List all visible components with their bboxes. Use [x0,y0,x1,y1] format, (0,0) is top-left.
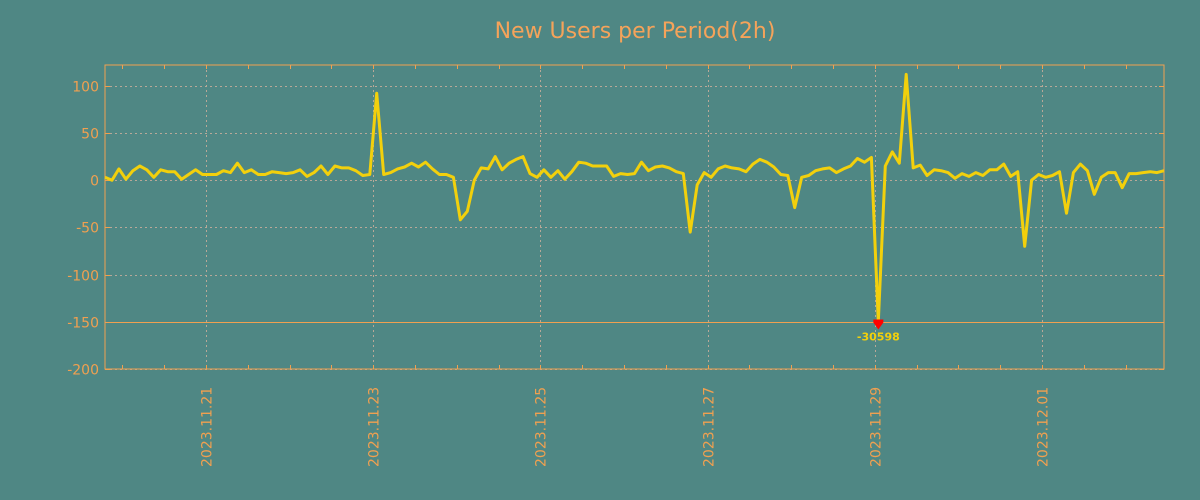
outlier-value-label: -30598 [857,331,900,344]
chart-title: New Users per Period(2h) [495,19,776,44]
series-line-new-users [104,72,1165,324]
x-axis-ticks: 2023.11.21 2023.11.23 2023.11.25 2023.11.27… [200,387,1052,467]
y-tick-label: -100 [67,269,99,285]
y-axis-ticks: 100 50 0 -50 -100 -150 -200 [67,80,99,379]
clip-marker [873,319,884,323]
x-tick-label: 2023.11.21 [200,387,216,467]
y-tick-label: -200 [67,363,99,379]
y-tick-label: -150 [67,316,99,332]
y-tick-label: 100 [72,80,99,96]
series-layer: -30598 [104,72,1165,344]
x-tick-label: 2023.11.25 [534,387,550,467]
axes [104,64,1165,370]
plot-frame [104,64,1165,370]
x-tick-label: 2023.11.23 [367,387,383,467]
y-tick-label: -50 [76,221,99,237]
y-tick-label: 0 [90,174,99,190]
x-tick-label: 2023.11.29 [869,387,885,467]
down-arrow-icon [873,322,884,330]
x-tick-label: 2023.11.27 [702,387,718,467]
grid-lines [105,65,1164,370]
x-tick-label: 2023.12.01 [1036,387,1052,467]
y-tick-label: 50 [81,127,99,143]
